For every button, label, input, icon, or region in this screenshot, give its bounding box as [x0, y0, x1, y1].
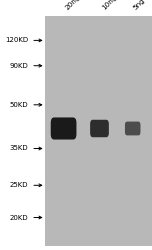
Text: 10ng: 10ng	[101, 0, 118, 11]
Text: 50KD: 50KD	[9, 102, 28, 108]
Text: 20KD: 20KD	[9, 214, 28, 220]
Text: 25KD: 25KD	[10, 182, 28, 188]
FancyBboxPatch shape	[51, 118, 76, 140]
Bar	[45, 16, 152, 246]
FancyBboxPatch shape	[125, 122, 140, 136]
Text: 90KD: 90KD	[9, 63, 28, 69]
Text: 35KD: 35KD	[9, 146, 28, 152]
Text: 5ng: 5ng	[133, 0, 147, 11]
Text: 20ng: 20ng	[64, 0, 81, 11]
Text: 120KD: 120KD	[5, 38, 28, 44]
FancyBboxPatch shape	[90, 120, 109, 137]
